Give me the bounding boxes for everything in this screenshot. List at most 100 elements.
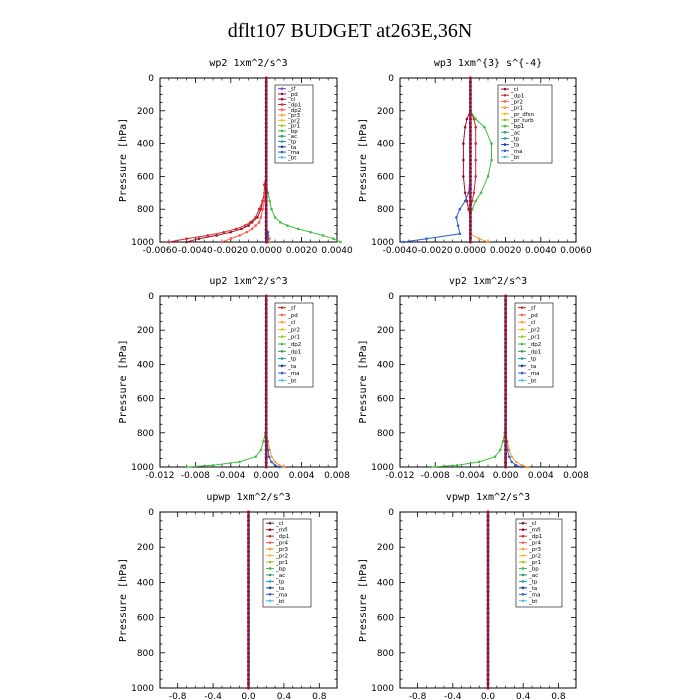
zero-profile-point bbox=[247, 660, 250, 664]
legend-marker bbox=[268, 547, 272, 551]
data-point bbox=[262, 440, 265, 443]
zero-profile-point bbox=[504, 435, 508, 439]
zero-profile-point bbox=[264, 129, 268, 133]
data-point bbox=[229, 237, 233, 241]
zero-profile-point bbox=[504, 405, 508, 409]
zero-profile-point bbox=[468, 80, 472, 84]
y-axis-label: Pressure [hPa] bbox=[118, 339, 129, 423]
series-line bbox=[469, 78, 489, 243]
legend-entry: _ta bbox=[528, 586, 537, 592]
zero-profile-point bbox=[468, 88, 472, 92]
x-tick-label: -0.012 bbox=[145, 471, 174, 481]
zero-profile-point bbox=[264, 388, 268, 392]
zero-profile-point bbox=[247, 514, 250, 518]
zero-profile-point bbox=[486, 664, 490, 668]
zero-profile-point bbox=[247, 629, 250, 633]
zero-profile-point bbox=[504, 418, 508, 422]
legend-entry: _bt bbox=[287, 378, 297, 384]
data-point bbox=[279, 221, 282, 224]
legend-marker bbox=[280, 156, 284, 159]
legend-entry: _bt bbox=[527, 378, 537, 384]
zero-profile-point bbox=[264, 431, 268, 435]
data-point bbox=[507, 455, 511, 459]
legend-marker bbox=[521, 599, 525, 603]
zero-profile-point bbox=[264, 92, 268, 96]
zero-profile-point bbox=[264, 320, 268, 324]
zero-profile-point bbox=[504, 341, 508, 345]
legend-marker bbox=[521, 547, 525, 551]
legend-marker bbox=[280, 379, 284, 382]
legend-entry: _bt bbox=[510, 155, 520, 161]
legend-entry: _tp bbox=[528, 579, 538, 585]
zero-profile-point bbox=[486, 633, 490, 637]
data-point bbox=[273, 216, 277, 219]
legend-marker bbox=[503, 106, 507, 109]
zero-profile-point bbox=[264, 303, 268, 307]
legend-marker bbox=[280, 129, 284, 133]
legend-marker bbox=[280, 320, 284, 324]
zero-profile-point bbox=[264, 207, 268, 211]
data-point bbox=[270, 460, 273, 464]
zero-profile-point bbox=[264, 138, 268, 141]
legend-entry: _tp bbox=[287, 140, 297, 146]
zero-profile-point bbox=[264, 362, 268, 366]
zero-profile-point bbox=[504, 320, 508, 324]
legend-marker bbox=[268, 521, 272, 525]
zero-profile-point bbox=[247, 545, 250, 549]
legend-marker bbox=[268, 554, 272, 557]
data-point bbox=[259, 216, 263, 219]
panel-title: vpwp 1xm^2/s^3 bbox=[446, 492, 530, 503]
zero-profile-point bbox=[247, 558, 250, 562]
data-point bbox=[222, 230, 226, 234]
zero-profile-point bbox=[504, 448, 508, 452]
zero-profile-point bbox=[247, 572, 250, 576]
zero-profile-point bbox=[468, 129, 472, 133]
zero-profile-point bbox=[504, 345, 508, 349]
zero-profile-point bbox=[486, 602, 490, 606]
zero-profile-point bbox=[468, 158, 472, 162]
zero-profile-point bbox=[264, 375, 268, 379]
zero-profile-point bbox=[504, 388, 508, 392]
zero-profile-point bbox=[264, 392, 268, 396]
y-tick-label: 600 bbox=[377, 172, 394, 182]
zero-profile-point bbox=[264, 328, 268, 332]
legend-marker bbox=[520, 349, 524, 353]
legend-marker bbox=[280, 145, 284, 149]
data-point bbox=[245, 230, 249, 234]
zero-profile-point bbox=[486, 528, 490, 532]
zero-profile-point bbox=[247, 536, 250, 540]
data-point bbox=[501, 440, 505, 443]
data-point bbox=[526, 465, 529, 469]
zero-profile-point bbox=[486, 611, 490, 615]
legend-marker bbox=[280, 97, 284, 101]
legend-marker bbox=[268, 560, 272, 564]
zero-profile-point bbox=[264, 418, 268, 422]
zero-profile-point bbox=[486, 668, 490, 672]
zero-profile-point bbox=[468, 207, 472, 211]
y-tick-label: 400 bbox=[137, 578, 154, 588]
zero-profile-point bbox=[468, 92, 472, 96]
zero-profile-point bbox=[504, 371, 508, 375]
zero-profile-point bbox=[264, 199, 268, 203]
y-tick-label: 600 bbox=[137, 614, 154, 624]
zero-profile-point bbox=[247, 550, 250, 554]
series-line bbox=[168, 78, 267, 243]
zero-profile-point bbox=[486, 629, 490, 633]
panel-title: wp2 1xm^2/s^3 bbox=[209, 58, 287, 69]
zero-profile-point bbox=[247, 567, 250, 571]
zero-profile-point bbox=[264, 439, 268, 443]
zero-profile-point bbox=[486, 523, 490, 527]
legend-entry: _pr_turb bbox=[510, 118, 534, 124]
zero-profile-point bbox=[486, 686, 490, 690]
legend-entry: _dp1 bbox=[287, 103, 301, 109]
panel-title: up2 1xm^2/s^3 bbox=[209, 276, 287, 287]
legend-marker bbox=[503, 124, 507, 128]
zero-profile-point bbox=[264, 215, 268, 219]
zero-profile-point bbox=[247, 602, 250, 606]
legend-marker bbox=[280, 342, 284, 346]
data-point bbox=[486, 240, 490, 244]
zero-profile-point bbox=[264, 146, 268, 150]
legend-marker bbox=[521, 560, 525, 564]
x-tick-label: -0.0040 bbox=[383, 246, 418, 256]
legend-marker bbox=[280, 150, 284, 154]
